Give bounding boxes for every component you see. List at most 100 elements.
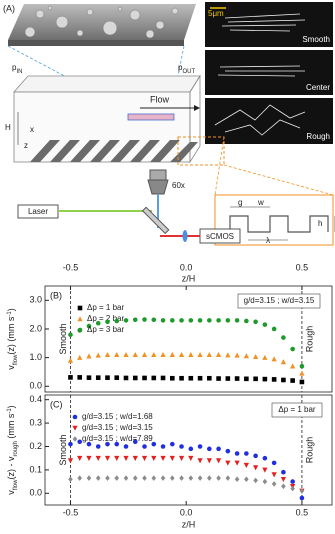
- data-point: [160, 444, 166, 449]
- data-point: [151, 351, 157, 358]
- data-point: [68, 476, 73, 483]
- axis-label: z: [24, 141, 28, 150]
- y-axis-label-part: (z) - v: [6, 456, 16, 479]
- data-point: [234, 352, 240, 358]
- data-point: [244, 476, 249, 483]
- data-point: [77, 439, 83, 445]
- data-point: [123, 351, 129, 358]
- data-point: [290, 479, 295, 484]
- data-point: [207, 446, 212, 452]
- dimension-label: h: [318, 219, 322, 228]
- data-point: [225, 318, 231, 323]
- y-tick-label: 0.4: [29, 394, 42, 404]
- data-point: [188, 455, 194, 461]
- data-point: [253, 353, 259, 360]
- plot-frame: [44, 394, 333, 506]
- data-point: [169, 475, 175, 481]
- data-point: [132, 439, 138, 445]
- data-point: [197, 351, 203, 358]
- data-point: [207, 318, 212, 323]
- x-axis-label: z/H: [182, 519, 196, 529]
- camera-box: [199, 228, 241, 244]
- y-axis-label-part: flow: [13, 479, 19, 490]
- data-point: [188, 351, 194, 358]
- data-point: [281, 335, 286, 340]
- dimension-label: w: [257, 198, 264, 207]
- data-point: [151, 441, 157, 447]
- data-point: [123, 455, 129, 461]
- objective: [147, 169, 169, 195]
- data-point: [151, 375, 157, 381]
- data-point: [243, 353, 249, 359]
- data-point: [197, 318, 203, 323]
- y-tick-label: 0.3: [29, 417, 42, 427]
- data-point: [179, 475, 184, 481]
- data-point: [188, 318, 194, 323]
- x-axis-label: z/H: [182, 273, 196, 283]
- zoom-box: [177, 136, 225, 166]
- data-point: [86, 375, 92, 380]
- legend-marker: [77, 327, 83, 333]
- data-point: [160, 455, 166, 461]
- data-point: [234, 476, 240, 483]
- data-point: [95, 455, 101, 461]
- data-point: [290, 346, 295, 352]
- x-tick-label: 0.5: [296, 507, 309, 517]
- legend-marker: [72, 425, 78, 431]
- x-tick-label: -0.5: [63, 262, 79, 272]
- legend-marker: [72, 436, 78, 442]
- data-point: [169, 441, 175, 447]
- data-point: [271, 356, 277, 362]
- data-point: [207, 375, 212, 381]
- y-axis-label-part: -1: [7, 408, 13, 414]
- data-point: [68, 441, 73, 447]
- data-point: [178, 351, 185, 358]
- flow-arrow: [194, 105, 200, 111]
- data-point: [160, 351, 166, 358]
- data-point: [169, 318, 175, 323]
- data-point: [67, 357, 74, 363]
- data-point: [215, 458, 222, 464]
- data-point: [95, 444, 101, 449]
- y-axis-label-part: (z) (mm s: [6, 316, 16, 354]
- data-point: [271, 377, 277, 382]
- axis-label: H: [5, 123, 11, 132]
- axis-label: x: [30, 125, 34, 134]
- data-point: [299, 363, 305, 369]
- y-axis-label-part: -1: [7, 311, 13, 317]
- data-point: [169, 455, 175, 461]
- data-point: [123, 475, 129, 481]
- data-point: [280, 359, 286, 365]
- y-axis-label-part: v: [6, 365, 16, 370]
- data-point: [105, 319, 110, 325]
- data-point: [216, 475, 221, 481]
- data-point: [290, 363, 296, 369]
- data-point: [299, 379, 305, 385]
- legend-label: Δp = 1 bar: [87, 303, 124, 312]
- droplet-image: [8, 4, 196, 46]
- data-point: [114, 475, 120, 481]
- data-point: [197, 444, 203, 449]
- data-point: [281, 377, 286, 383]
- data-point: [253, 376, 258, 382]
- scale-bar-label: 5μm: [208, 9, 224, 18]
- y-axis-label-part: ): [6, 405, 16, 408]
- data-point: [244, 451, 249, 456]
- flow-label: Flow: [150, 94, 170, 104]
- data-point: [206, 458, 212, 464]
- legend-label: g/d=3.15 ; w/d=7.89: [82, 434, 153, 443]
- data-point: [225, 352, 231, 358]
- data-point: [132, 475, 138, 481]
- data-point: [179, 318, 184, 323]
- data-point: [114, 351, 120, 358]
- data-point: [197, 458, 203, 464]
- data-point: [132, 375, 138, 381]
- data-point: [77, 375, 83, 380]
- data-point: [197, 375, 203, 381]
- data-point: [188, 475, 194, 481]
- data-point: [77, 455, 83, 461]
- x-tick-label: -0.5: [63, 507, 79, 517]
- data-point: [151, 475, 157, 481]
- data-point: [207, 475, 212, 481]
- data-point: [281, 483, 286, 490]
